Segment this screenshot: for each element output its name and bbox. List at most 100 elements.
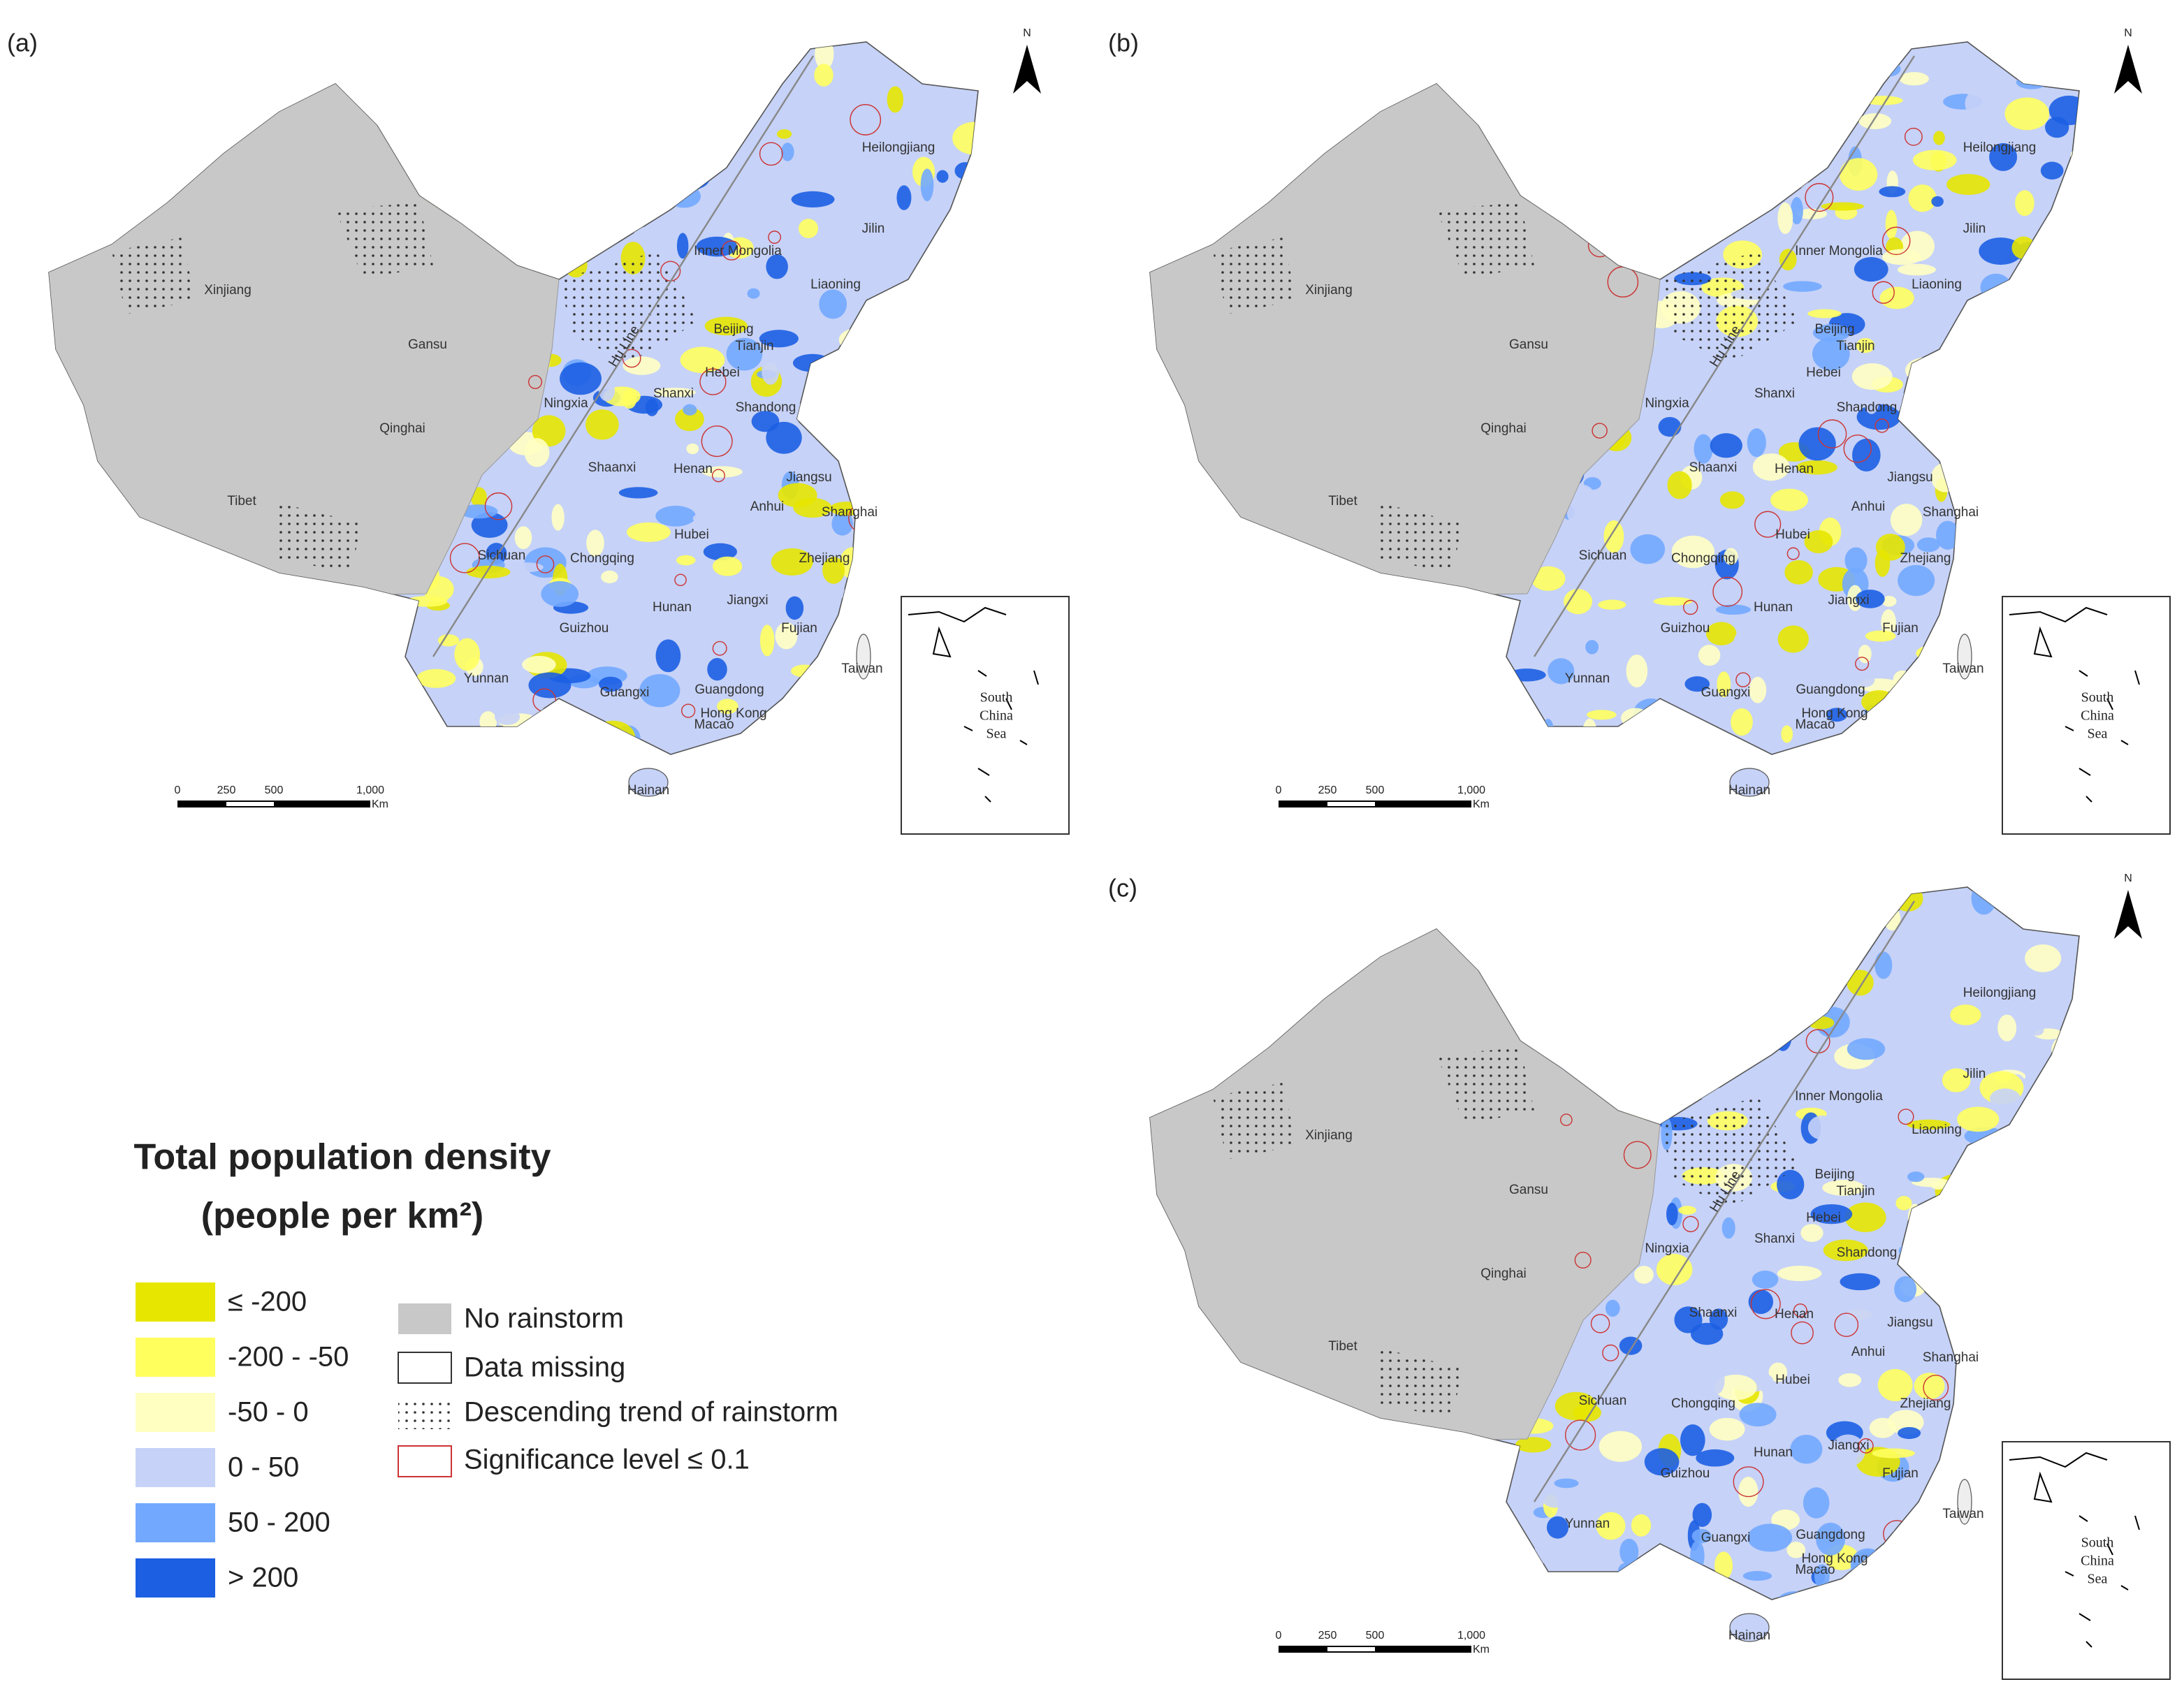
density-patch bbox=[1621, 708, 1651, 729]
density-patch bbox=[1803, 1487, 1830, 1519]
place-name: Hong Kong bbox=[1801, 1551, 1868, 1566]
density-patch bbox=[1956, 409, 1969, 425]
place-name: Macao bbox=[1795, 1563, 1835, 1577]
significance-outline bbox=[1898, 1109, 1914, 1125]
place-name: Heilongjiang bbox=[862, 140, 936, 155]
legend-label: -200 - -50 bbox=[228, 1342, 349, 1373]
density-patch bbox=[654, 388, 696, 397]
inset-label: Sea bbox=[2088, 1572, 2108, 1587]
density-patch bbox=[2016, 75, 2048, 89]
density-patch bbox=[1778, 1046, 1809, 1074]
density-patch bbox=[569, 506, 607, 528]
place-name: Fujian bbox=[1882, 621, 1919, 636]
density-patch bbox=[2038, 536, 2069, 561]
significance-outline bbox=[1805, 183, 1834, 212]
density-patch bbox=[1774, 1023, 1792, 1051]
density-patch bbox=[655, 639, 681, 673]
density-patch bbox=[1605, 1299, 1620, 1317]
density-patch bbox=[1691, 1528, 1712, 1544]
legend-label: ≤ -200 bbox=[228, 1287, 307, 1317]
density-patch bbox=[1874, 549, 1891, 577]
density-patch bbox=[1548, 658, 1575, 685]
density-patch bbox=[887, 86, 904, 113]
place-name: Jiangxi bbox=[1828, 593, 1869, 608]
density-patch bbox=[1558, 202, 1588, 219]
density-patch bbox=[1874, 951, 1893, 979]
density-patch bbox=[1916, 537, 1940, 553]
density-patch bbox=[1879, 186, 1906, 198]
island bbox=[1729, 768, 1770, 797]
density-patch bbox=[1715, 910, 1736, 935]
density-patch bbox=[667, 167, 710, 191]
place-name: Hubei bbox=[674, 527, 709, 542]
density-patch bbox=[476, 200, 497, 211]
density-patch bbox=[1967, 1569, 1995, 1600]
significance-outline bbox=[1572, 204, 1596, 228]
density-patch bbox=[1696, 925, 1731, 950]
significance-outline bbox=[1678, 245, 1691, 258]
significance-outline bbox=[1623, 1141, 1652, 1169]
density-patch bbox=[1976, 1051, 1999, 1071]
density-patch bbox=[1854, 257, 1888, 282]
density-patch bbox=[1714, 1551, 1733, 1580]
density-patch bbox=[676, 57, 692, 66]
density-patch bbox=[532, 415, 566, 447]
density-patch bbox=[1951, 559, 1988, 590]
density-patch bbox=[1971, 887, 1997, 915]
density-patch bbox=[1524, 969, 1544, 986]
density-patch bbox=[838, 328, 879, 352]
density-patch bbox=[412, 90, 444, 103]
place-name: Xinjiang bbox=[204, 283, 252, 298]
place-name: Shanxi bbox=[653, 386, 694, 401]
density-patch bbox=[1864, 390, 1879, 414]
significance-outline bbox=[1874, 418, 1889, 433]
significance-outline bbox=[1666, 173, 1689, 197]
density-patch bbox=[1512, 1558, 1541, 1577]
density-patch bbox=[2015, 190, 2034, 217]
density-patch bbox=[1990, 415, 2032, 446]
significance-outline bbox=[1855, 657, 1870, 671]
scale-label: 250 bbox=[1318, 784, 1337, 796]
density-patch bbox=[2061, 1395, 2077, 1424]
significance-outline bbox=[1682, 1215, 1699, 1232]
place-name: Zhejiang bbox=[1900, 1396, 1951, 1411]
density-patch bbox=[513, 237, 527, 256]
density-patch bbox=[2025, 944, 2062, 972]
density-patch bbox=[1507, 668, 1546, 682]
density-patch bbox=[1664, 128, 1706, 153]
significance-outline bbox=[711, 469, 725, 483]
density-patch bbox=[1692, 1503, 1712, 1527]
place-name: Xinjiang bbox=[1305, 283, 1353, 298]
density-patch bbox=[2032, 48, 2077, 67]
place-name: Shanxi bbox=[1754, 1231, 1795, 1246]
place-name: Chongqing bbox=[1671, 1396, 1735, 1411]
density-patch bbox=[1712, 1027, 1754, 1044]
significance-outline bbox=[536, 555, 555, 573]
density-patch bbox=[2075, 1222, 2079, 1254]
place-name: Inner Mongolia bbox=[1795, 244, 1883, 258]
density-patch bbox=[667, 184, 701, 208]
density-patch bbox=[1851, 42, 1865, 69]
density-patch bbox=[2030, 1023, 2044, 1036]
density-patch bbox=[1664, 922, 1681, 932]
density-patch bbox=[944, 375, 961, 389]
density-patch bbox=[586, 529, 604, 557]
scale-bar-segment bbox=[226, 802, 274, 806]
density-patch bbox=[954, 532, 978, 564]
island bbox=[856, 634, 871, 680]
place-name: Xinjiang bbox=[1305, 1128, 1353, 1143]
significance-outline bbox=[528, 374, 543, 389]
density-patch bbox=[1800, 1224, 1823, 1243]
place-name: Qinghai bbox=[379, 421, 425, 436]
significance-outline bbox=[1793, 1303, 1807, 1317]
density-patch bbox=[1790, 592, 1814, 626]
density-patch bbox=[619, 55, 634, 81]
density-patch bbox=[1585, 1049, 1631, 1069]
density-patch bbox=[1564, 589, 1593, 615]
place-name: Anhui bbox=[1851, 499, 1886, 514]
density-patch bbox=[952, 122, 978, 155]
significance-outline bbox=[1686, 1070, 1701, 1086]
density-patch bbox=[1644, 1448, 1680, 1476]
density-patch bbox=[2036, 1277, 2064, 1286]
density-patch bbox=[528, 672, 572, 699]
